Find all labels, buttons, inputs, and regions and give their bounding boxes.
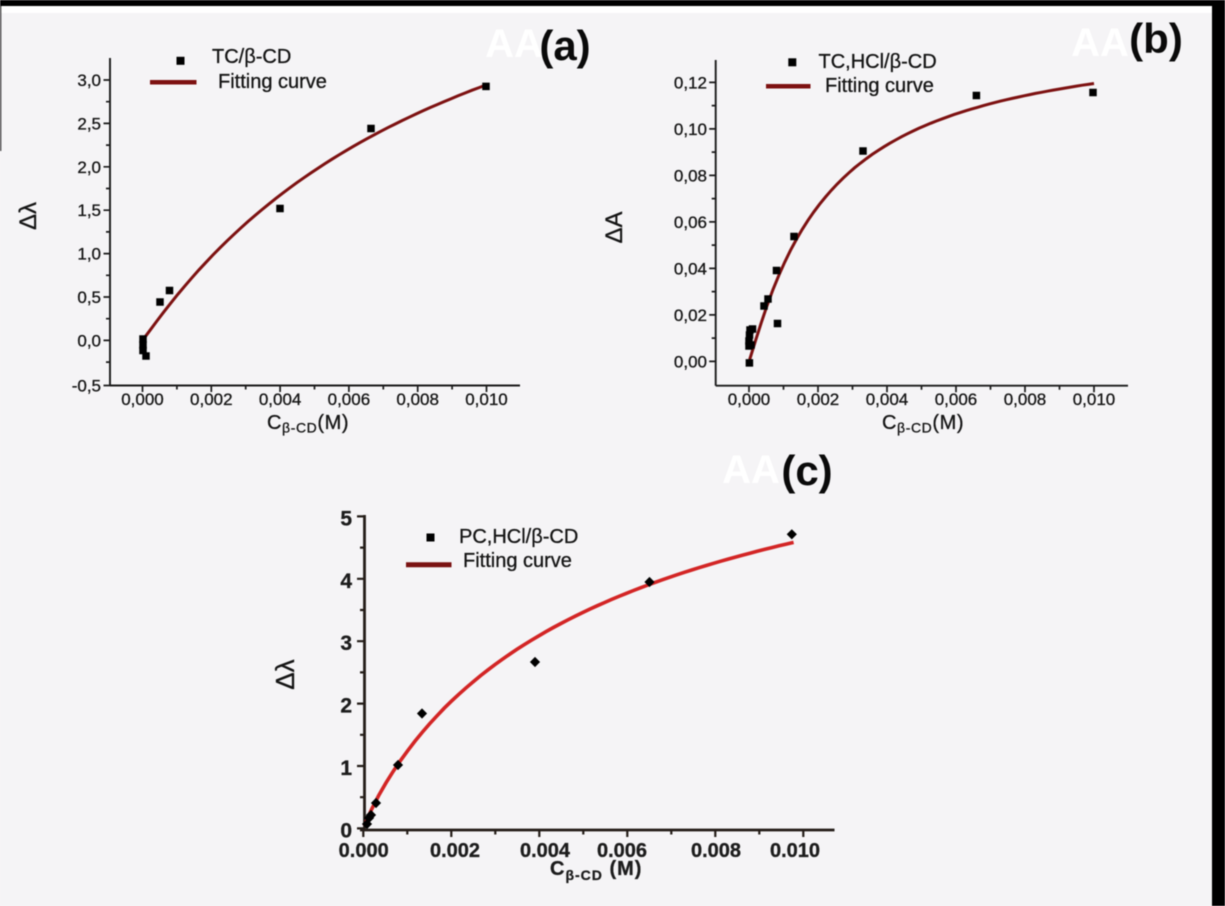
svg-text:0,002: 0,002: [797, 390, 840, 409]
svg-text:0: 0: [340, 819, 352, 842]
svg-text:0,002: 0,002: [190, 390, 233, 409]
svg-text:0.000: 0.000: [339, 840, 389, 862]
svg-text:TC/β-CD: TC/β-CD: [212, 46, 291, 68]
svg-text:0,010: 0,010: [1073, 390, 1116, 409]
svg-text:0,008: 0,008: [1004, 390, 1047, 409]
svg-text:PC,HCl/β-CD: PC,HCl/β-CD: [459, 526, 578, 548]
svg-text:AA: AA: [722, 448, 780, 492]
svg-text:0,00: 0,00: [674, 352, 707, 371]
svg-text:0,10: 0,10: [674, 120, 707, 139]
svg-text:3,0: 3,0: [77, 71, 101, 90]
svg-text:AA: AA: [1071, 21, 1129, 65]
svg-text:0,04: 0,04: [674, 259, 707, 278]
svg-text:Δλ: Δλ: [15, 202, 42, 230]
svg-text:0,004: 0,004: [259, 390, 302, 409]
svg-text:0,0: 0,0: [77, 331, 101, 350]
svg-text:Fitting curve: Fitting curve: [825, 75, 934, 97]
svg-text:0,004: 0,004: [866, 390, 909, 409]
svg-text:AA: AA: [485, 22, 543, 66]
svg-text:0,5: 0,5: [77, 288, 101, 307]
svg-text:3: 3: [340, 632, 352, 655]
svg-text:0,006: 0,006: [328, 390, 371, 409]
svg-text:1: 1: [340, 757, 352, 780]
svg-text:2,5: 2,5: [77, 114, 101, 133]
svg-text:Δλ: Δλ: [270, 659, 300, 689]
svg-text:0,06: 0,06: [674, 213, 707, 232]
svg-text:0,000: 0,000: [121, 390, 164, 409]
svg-text:5: 5: [340, 507, 352, 530]
svg-text:0.004: 0.004: [520, 840, 571, 862]
svg-text:0.002: 0.002: [430, 840, 480, 862]
svg-text:0,12: 0,12: [674, 73, 707, 92]
svg-text:0.010: 0.010: [770, 840, 820, 862]
svg-text:Fitting curve: Fitting curve: [218, 71, 327, 93]
svg-text:0,000: 0,000: [728, 390, 771, 409]
svg-text:0.006: 0.006: [597, 840, 647, 862]
svg-text:2,0: 2,0: [77, 158, 101, 177]
svg-text:(c): (c): [781, 447, 832, 494]
svg-text:2: 2: [340, 695, 352, 718]
svg-text:ΔA: ΔA: [601, 211, 628, 243]
svg-text:0,08: 0,08: [674, 166, 707, 185]
svg-text:0,02: 0,02: [674, 306, 707, 325]
svg-text:0,010: 0,010: [465, 390, 508, 409]
svg-text:4: 4: [340, 570, 352, 593]
svg-text:0.008: 0.008: [691, 840, 741, 862]
svg-text:-0,5: -0,5: [72, 377, 101, 396]
svg-text:0,008: 0,008: [396, 390, 439, 409]
svg-text:0,006: 0,006: [935, 390, 978, 409]
svg-text:Fitting curve: Fitting curve: [463, 550, 572, 572]
svg-text:TC,HCl/β-CD: TC,HCl/β-CD: [819, 51, 937, 73]
svg-text:(a): (a): [539, 22, 590, 69]
svg-text:(b): (b): [1129, 15, 1183, 62]
svg-text:1,5: 1,5: [77, 201, 101, 220]
svg-text:1,0: 1,0: [77, 245, 101, 264]
